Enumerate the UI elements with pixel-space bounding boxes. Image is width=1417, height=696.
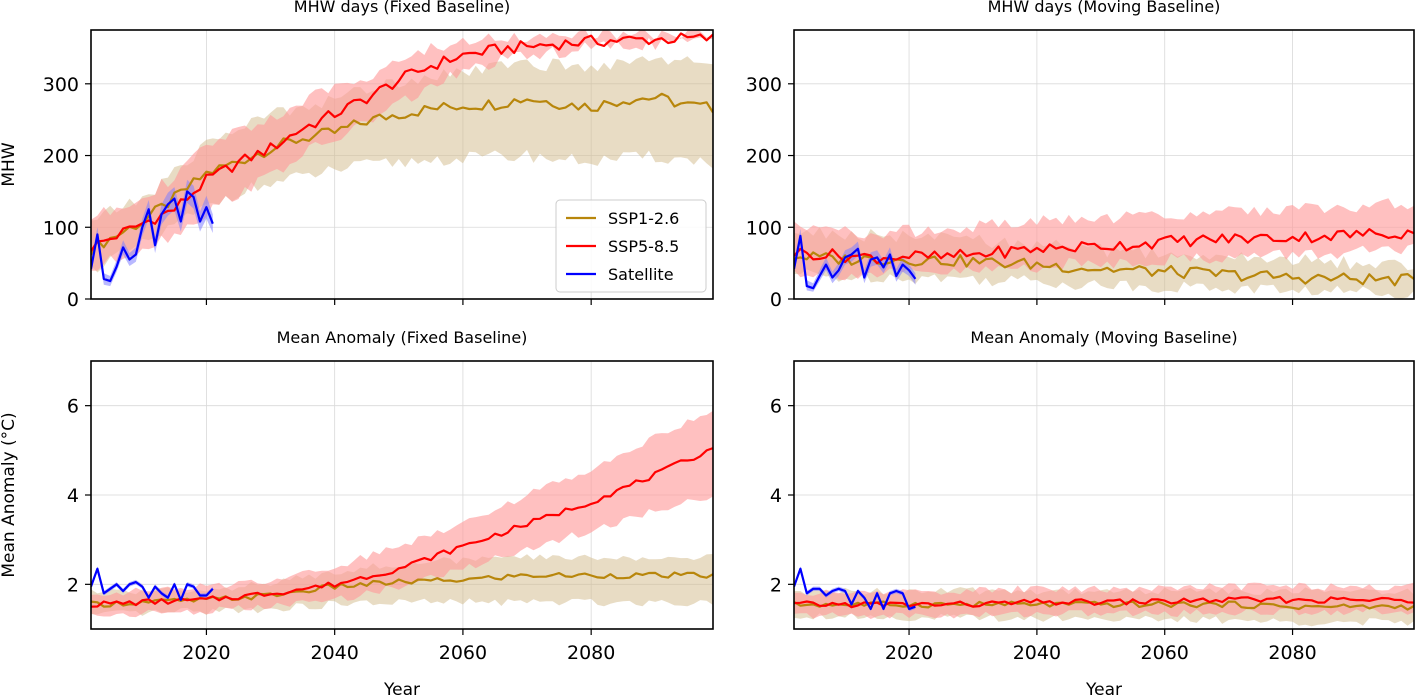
panel-3-title: Mean Anomaly (Fixed Baseline)	[277, 328, 528, 347]
panel-2-title: MHW days (Moving Baseline)	[988, 0, 1221, 16]
panel-4-satellite-line	[794, 567, 916, 611]
panel-1-y-tick-label-300: 300	[43, 74, 79, 96]
legend-label-ssp5-8-5: SSP5-8.5	[608, 237, 679, 256]
panel-4: 2020 2040 2060 2080 2 4 6 Mean Anomaly (Moving …	[770, 328, 1415, 696]
panel-1-y-tick-label-100: 100	[43, 217, 79, 239]
panel-2-y-tick-label-300: 300	[746, 74, 782, 96]
panel-4-ssp1-2-6-line	[794, 600, 1414, 611]
panel-4-x-tick-label-2060: 2060	[1141, 642, 1189, 664]
panel-4-x-tick-label-2040: 2040	[1013, 642, 1061, 664]
panel-1-ssp1-2-6-line	[91, 92, 713, 256]
panel-1-ssp1-2-6-band	[91, 56, 713, 273]
legend-label-ssp1-2-6: SSP1-2.6	[608, 209, 679, 228]
panel-1-plot-area	[91, 30, 713, 287]
panel-4-x-axis-label: Year	[1085, 680, 1122, 696]
panel-3-y-tick-label-2: 2	[67, 574, 79, 596]
panel-3-ssp1-2-6-line	[91, 571, 713, 608]
panel-4-title: Mean Anomaly (Moving Baseline)	[970, 328, 1237, 347]
panel-1: 0 100 200 300 MHW days (Fixed Baseline) MHW SS…	[0, 0, 714, 311]
panel-3-y-tick-label-4: 4	[67, 485, 79, 507]
panel-1-axes-frame	[90, 29, 714, 300]
panel-1-ssp5-8-5-line	[91, 32, 713, 252]
panel-3-x-axis-label: Year	[383, 680, 420, 696]
panel-1-satellite-line	[91, 190, 214, 283]
panel-3-y-tick-label-6: 6	[67, 396, 79, 418]
panel-2: 0 100 200 300 MHW days (Moving Baseline)	[746, 0, 1415, 311]
panel-4-x-tick-label-2020: 2020	[885, 642, 933, 664]
panel-3-ssp5-8-5-band	[91, 410, 713, 618]
panel-2-satellite-line	[794, 234, 917, 290]
panel-4-plot-area	[794, 566, 1414, 627]
panel-4-ssp5-8-5-line	[794, 595, 1414, 609]
panel-1-y-tick-label-200: 200	[43, 146, 79, 168]
panel-4-y-tick-label-2: 2	[770, 574, 782, 596]
panel-2-axes-frame	[793, 29, 1415, 300]
legend: SSP1-2.6 SSP5-8.5 Satellite	[555, 199, 707, 293]
panel-3-x-tick-label-2060: 2060	[439, 642, 487, 664]
panel-2-y-tick-label-100: 100	[746, 217, 782, 239]
panel-3-ssp5-8-5-line	[91, 447, 713, 608]
panel-3-satellite-line	[91, 567, 214, 602]
panel-3-x-tick-label-2080: 2080	[567, 642, 615, 664]
panel-1-y-axis-label: MHW	[0, 142, 19, 186]
panel-3-y-axis-label: Mean Anomaly (°C)	[0, 412, 19, 577]
panel-3: 2020 2040 2060 2080 2 4 6 Mean Anomaly (Fixed B…	[0, 328, 714, 696]
panel-4-y-tick-label-6: 6	[770, 396, 782, 418]
panel-1-title: MHW days (Fixed Baseline)	[294, 0, 510, 16]
panel-3-x-tick-label-2040: 2040	[310, 642, 358, 664]
panel-3-plot-area	[91, 410, 713, 618]
legend-label-satellite: Satellite	[608, 265, 674, 284]
panel-2-y-tick-label-0: 0	[770, 289, 782, 311]
panel-2-plot-area	[794, 198, 1414, 299]
panel-2-y-tick-label-200: 200	[746, 146, 782, 168]
panel-4-x-tick-label-2080: 2080	[1268, 642, 1316, 664]
panel-2-ssp5-8-5-band	[794, 198, 1414, 281]
panel-2-ssp5-8-5-line	[794, 228, 1414, 265]
panel-4-y-tick-label-4: 4	[770, 485, 782, 507]
panel-3-x-tick-label-2020: 2020	[182, 642, 230, 664]
legend-box	[555, 199, 707, 293]
panel-1-y-tick-label-0: 0	[67, 289, 79, 311]
